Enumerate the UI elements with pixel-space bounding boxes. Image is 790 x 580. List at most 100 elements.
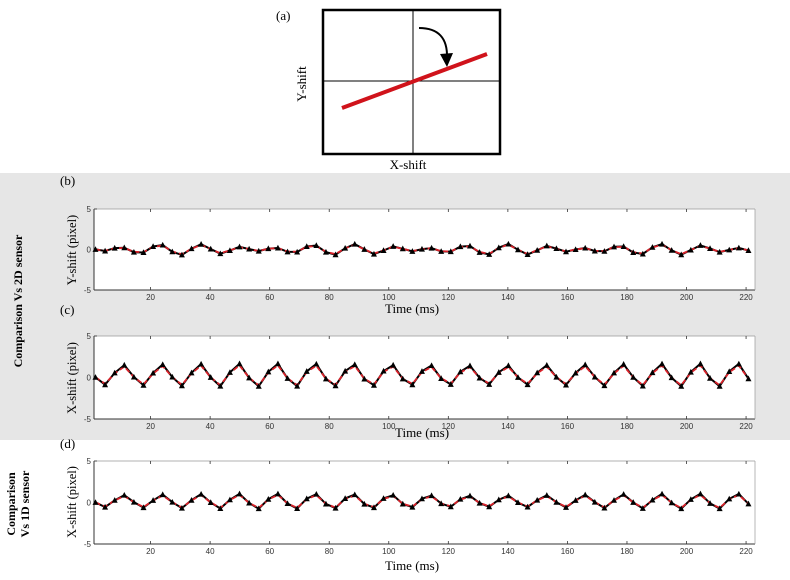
series-marker	[572, 369, 579, 376]
series-marker	[236, 360, 243, 367]
series-marker	[505, 362, 512, 369]
y-tick-label: -5	[84, 415, 92, 424]
x-tick-label: 160	[561, 422, 575, 431]
x-tick-label: 60	[265, 293, 274, 302]
series-marker	[620, 360, 627, 367]
series-marker	[130, 373, 137, 380]
series-marker	[198, 360, 205, 367]
series-marker	[198, 241, 205, 247]
series-marker	[370, 504, 377, 511]
series-marker	[534, 369, 541, 376]
series-marker	[514, 374, 521, 380]
series-marker	[726, 495, 733, 502]
series-marker	[130, 248, 137, 255]
series-marker	[361, 375, 368, 382]
series-marker	[438, 500, 445, 507]
series-marker	[524, 251, 531, 257]
series-marker	[399, 245, 406, 252]
series-marker	[572, 246, 579, 253]
series-marker	[505, 240, 512, 247]
series-marker	[102, 381, 109, 388]
series-marker	[351, 361, 358, 368]
series-marker	[563, 381, 570, 388]
y-tick-label: -5	[84, 286, 92, 295]
series-marker	[418, 495, 425, 502]
series-marker	[687, 368, 694, 375]
series-marker	[140, 504, 147, 511]
series-marker	[399, 500, 406, 507]
x-tick-label: 180	[620, 422, 634, 431]
series-marker	[582, 361, 589, 368]
series-marker	[428, 244, 435, 251]
series-marker	[611, 243, 618, 250]
panel-d: 20 40 60 80 100 120 140 160 180 200 220 -5 0 5 (d) Time…	[60, 436, 756, 573]
series-marker	[159, 491, 166, 498]
series-marker	[466, 492, 473, 499]
series-marker	[226, 369, 233, 375]
y-axis-label: Y-shift (pixel)	[65, 215, 79, 285]
series-marker	[236, 243, 243, 250]
x-axis-label: Time (ms)	[395, 425, 449, 440]
series-marker	[246, 245, 253, 252]
series-marker	[716, 505, 723, 512]
series-marker	[111, 497, 118, 503]
series-marker	[745, 375, 752, 382]
line-plots: 20 40 60 80 100 120 140 160 180 200 220-505(b)Time…	[60, 173, 756, 573]
series-marker	[563, 248, 570, 255]
series-marker	[639, 505, 646, 511]
series-marker	[390, 491, 397, 498]
series-marker	[303, 495, 310, 502]
series-marker	[370, 250, 377, 257]
series-marker	[380, 247, 387, 253]
x-tick-label: 120	[442, 422, 456, 431]
series-marker	[274, 360, 281, 367]
series-marker	[678, 505, 685, 512]
series-marker	[313, 490, 320, 497]
series-marker	[217, 250, 224, 257]
y-tick-label: -5	[84, 540, 92, 549]
y-tick-label: 0	[87, 374, 92, 383]
x-tick-label: 40	[206, 293, 215, 302]
series-marker	[322, 500, 329, 507]
series-marker	[130, 498, 137, 505]
x-tick-label: 80	[325, 422, 334, 431]
x-tick-label: 120	[442, 293, 456, 302]
series-marker	[121, 361, 128, 368]
series-marker	[274, 490, 281, 497]
series-marker	[466, 242, 473, 249]
series-marker	[553, 245, 560, 252]
series-marker	[332, 251, 339, 258]
series-marker	[265, 245, 272, 252]
series-marker	[553, 373, 560, 380]
series-marker	[668, 499, 675, 506]
series-marker	[178, 382, 185, 389]
series-marker	[659, 360, 666, 367]
series-marker	[294, 248, 301, 255]
series-marker	[294, 382, 301, 389]
x-tick-label: 160	[561, 547, 575, 556]
series-marker	[611, 369, 618, 376]
series-marker	[601, 382, 608, 389]
series-marker	[534, 496, 541, 503]
x-tick-label: 140	[501, 547, 515, 556]
series-marker	[745, 500, 752, 507]
series-marker	[102, 247, 109, 254]
x-tick-label: 140	[501, 422, 515, 431]
panel-tag: (d)	[60, 436, 75, 451]
x-tick-label: 80	[325, 293, 334, 302]
series-marker	[563, 504, 570, 510]
series-marker	[447, 248, 454, 255]
series-marker	[726, 368, 733, 375]
series-marker	[284, 500, 291, 507]
series-marker	[678, 251, 685, 258]
series-marker	[428, 362, 435, 369]
series-marker	[111, 244, 118, 251]
series-marker	[543, 492, 550, 498]
x-tick-label: 200	[680, 547, 694, 556]
series-marker	[582, 491, 589, 498]
series-marker	[601, 504, 608, 511]
x-tick-label: 120	[442, 547, 456, 556]
series-marker	[543, 362, 550, 368]
series-marker	[495, 369, 502, 375]
